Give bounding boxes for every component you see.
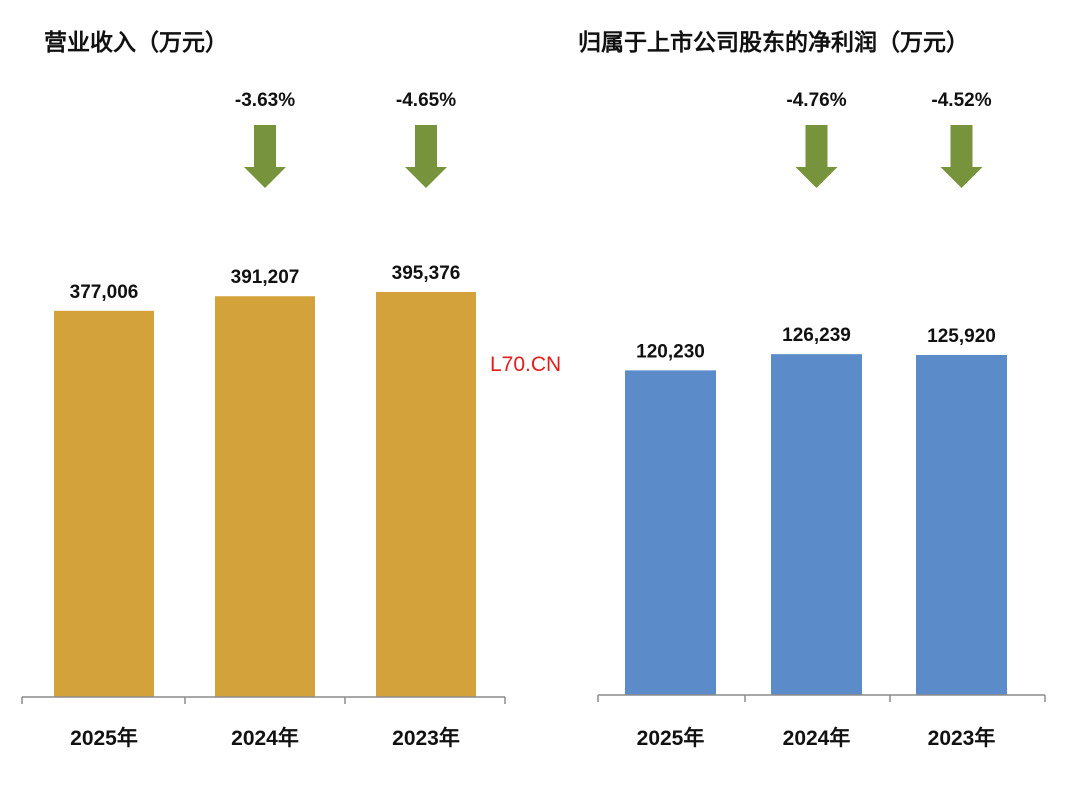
- arrow-down-icon: [405, 125, 447, 188]
- change-label: -4.65%: [396, 90, 456, 111]
- data-label: 391,207: [231, 267, 300, 288]
- bar-0: [54, 310, 154, 697]
- bar-1: [771, 354, 862, 695]
- x-tick-label: 2025年: [637, 726, 705, 750]
- change-label: -4.52%: [931, 90, 991, 111]
- chart-title-net-profit: 归属于上市公司股东的净利润（万元）: [578, 29, 969, 55]
- arrow-down-icon: [795, 125, 838, 188]
- bar-1: [215, 296, 315, 697]
- data-label: 126,239: [782, 325, 851, 346]
- arrow-down-icon: [940, 125, 983, 188]
- x-tick-label: 2024年: [783, 726, 851, 750]
- data-label: 120,230: [636, 341, 705, 362]
- watermark: L70.CN: [490, 353, 561, 376]
- x-tick-label: 2023年: [928, 726, 996, 750]
- change-label: -3.63%: [235, 90, 295, 111]
- data-label: 395,376: [392, 263, 461, 284]
- arrow-down-icon: [244, 125, 286, 188]
- change-label: -4.76%: [786, 90, 846, 111]
- bar-2: [376, 291, 476, 697]
- x-tick-label: 2024年: [231, 726, 299, 750]
- net-profit-chart: 120,230 2025年 126,239 2024年 -4.76% 125,920 202…: [597, 90, 1046, 750]
- revenue-chart: 377,006 2025年 391,207 2024年 -3.63% 395,376 202…: [21, 90, 506, 750]
- data-label: 377,006: [70, 282, 139, 303]
- data-label: 125,920: [927, 326, 996, 347]
- chart-title-revenue: 营业收入（万元）: [44, 29, 228, 55]
- x-tick-label: 2023年: [392, 726, 460, 750]
- bar-2: [916, 355, 1007, 695]
- bar-0: [625, 370, 716, 695]
- x-tick-label: 2025年: [70, 726, 138, 750]
